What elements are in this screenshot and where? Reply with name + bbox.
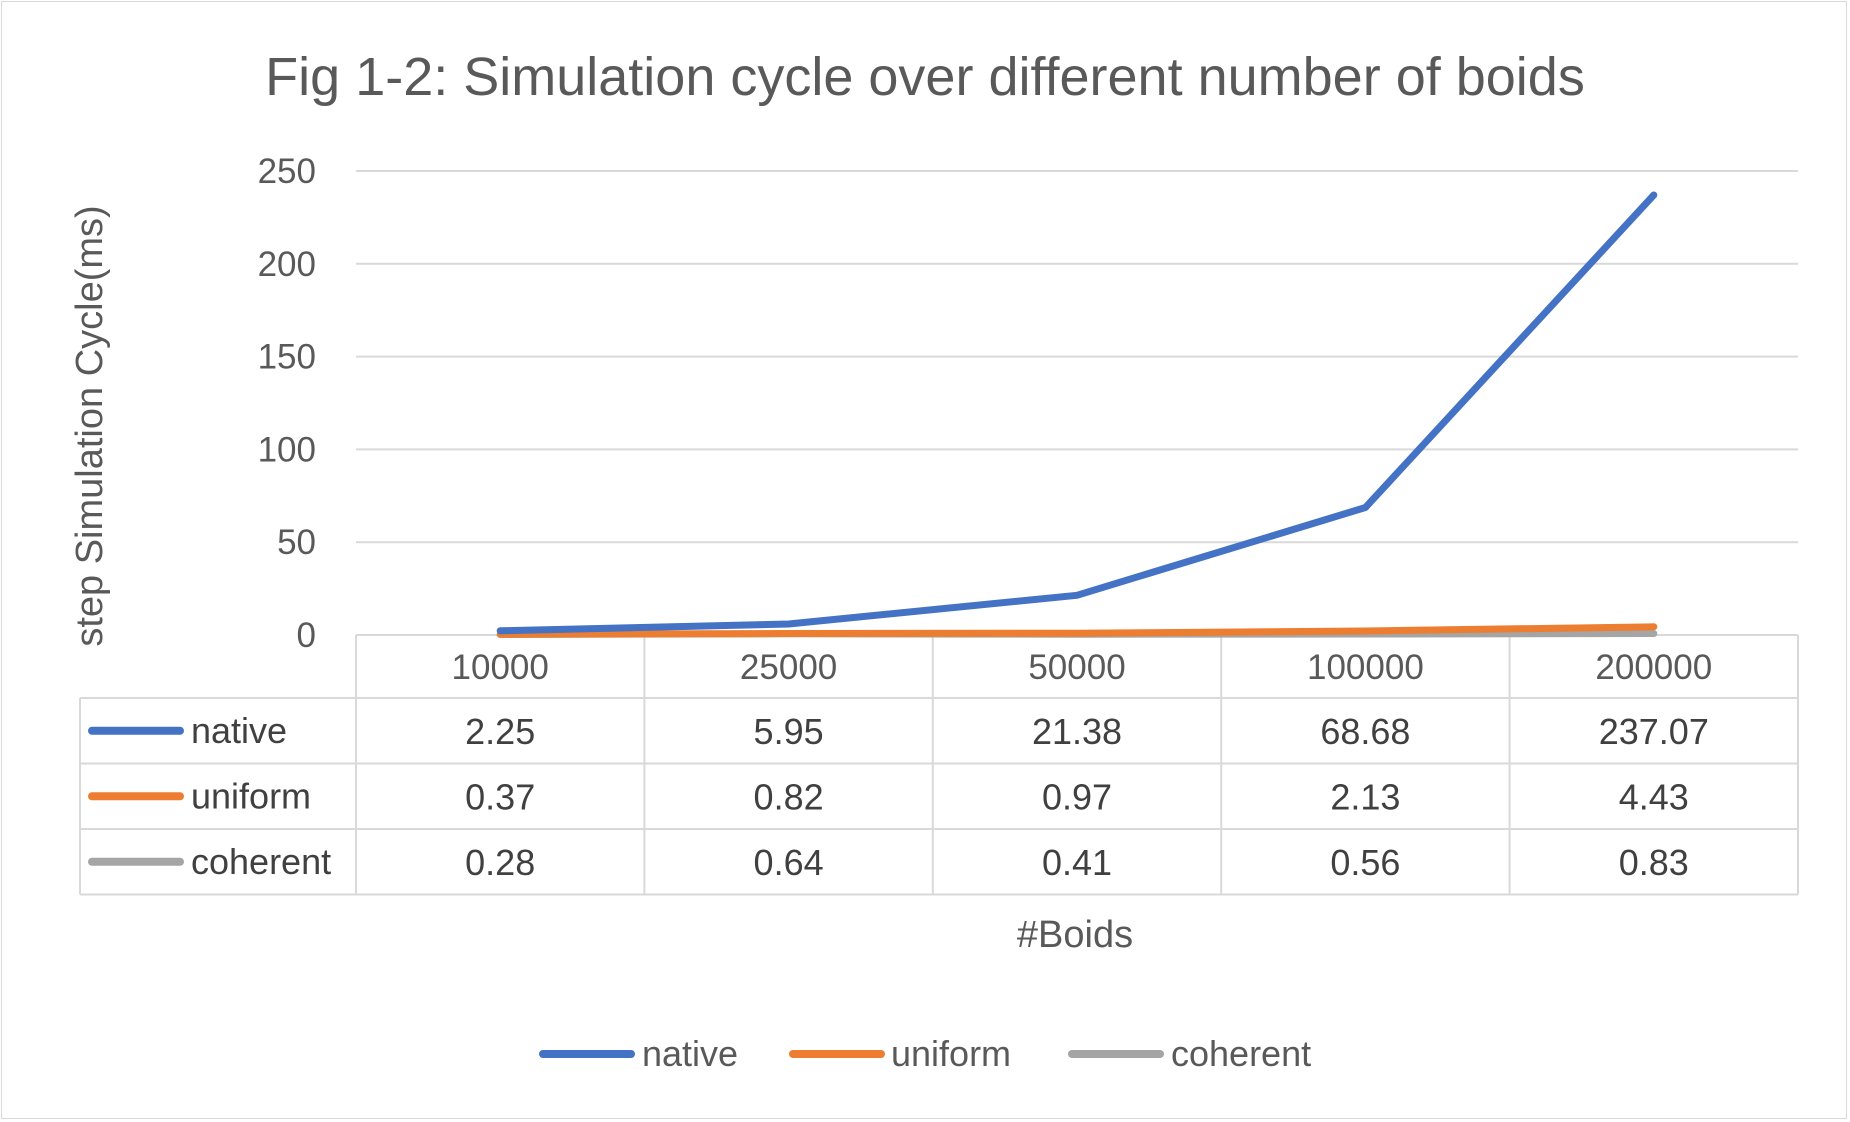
table-cell-value: 0.97 — [1042, 776, 1112, 817]
table-cell-value: 5.95 — [754, 711, 824, 752]
table-cell-value: 0.82 — [754, 776, 824, 817]
table-cell-value: 21.38 — [1032, 711, 1122, 752]
table-cell-value: 4.43 — [1619, 776, 1689, 817]
table-cell-value: 68.68 — [1320, 711, 1410, 752]
series-line-uniform — [496, 623, 1658, 638]
x-category-label: 200000 — [1595, 648, 1712, 687]
table-cell-value: 0.64 — [754, 842, 824, 883]
table-series-label: native — [191, 710, 287, 751]
x-category-label: 100000 — [1307, 648, 1424, 687]
series-lines — [496, 191, 1658, 638]
y-tick-label: 150 — [258, 338, 316, 377]
gridlines — [356, 170, 1798, 544]
y-tick-label: 250 — [258, 152, 316, 191]
x-category-label: 10000 — [452, 648, 549, 687]
y-tick-label: 50 — [277, 523, 316, 562]
table-cell-value: 2.25 — [465, 711, 535, 752]
legend: native uniform coherent — [539, 1033, 1311, 1074]
legend-label: coherent — [1171, 1033, 1311, 1074]
x-category-label: 25000 — [740, 648, 837, 687]
chart-title: Fig 1-2: Simulation cycle over different… — [265, 47, 1585, 107]
table-series-label: coherent — [191, 841, 331, 882]
x-axis-title: #Boids — [1017, 914, 1133, 956]
y-tick-label: 0 — [297, 616, 316, 655]
table-cell-value: 0.28 — [465, 842, 535, 883]
table-series-label: uniform — [191, 775, 311, 816]
legend-label: uniform — [891, 1033, 1011, 1074]
y-tick-label: 100 — [258, 430, 316, 469]
y-axis-ticks: 0 50 100 150 200 250 — [258, 152, 316, 655]
table-cell-value: 2.13 — [1330, 776, 1400, 817]
legend-label: native — [642, 1033, 738, 1074]
table-cell-value: 237.07 — [1599, 711, 1709, 752]
data-table: 10000 25000 50000 100000 200000 native 2.25 5.9… — [79, 634, 1799, 896]
y-tick-label: 200 — [258, 245, 316, 284]
table-cell-value: 0.83 — [1619, 842, 1689, 883]
table-cell-value: 0.37 — [465, 776, 535, 817]
table-cell-value: 0.41 — [1042, 842, 1112, 883]
series-line-native — [496, 191, 1658, 635]
y-axis-title: step Simulation Cycle(ms) — [69, 205, 111, 646]
x-category-label: 50000 — [1028, 648, 1125, 687]
table-cell-value: 0.56 — [1330, 842, 1400, 883]
